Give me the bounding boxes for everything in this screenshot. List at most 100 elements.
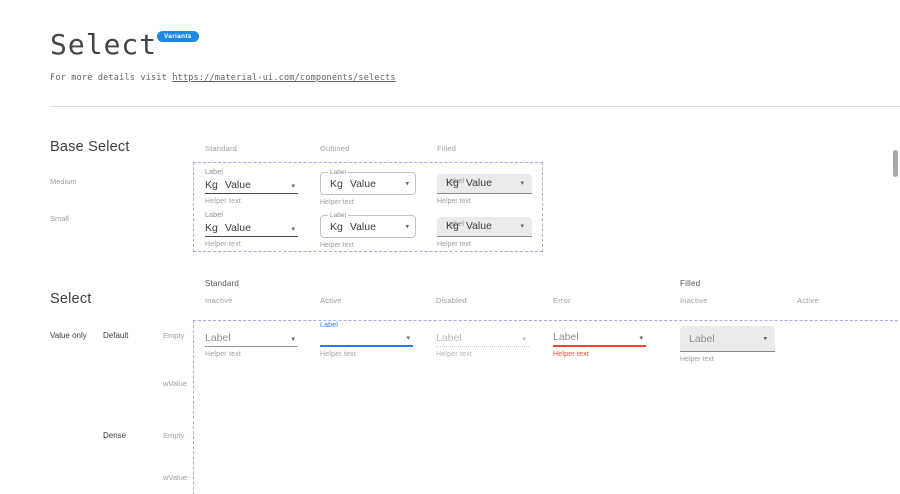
value-prefix: Kg [205,179,218,191]
value-text: Label [553,331,579,343]
row-header-small: Small [50,214,69,223]
select-field[interactable]: Label Kg Value ▾ [320,169,416,195]
select-value: Label [205,332,231,344]
dropdown-arrow-icon: ▾ [406,335,410,342]
value-text: Value [465,177,492,189]
helper-text: Helper text [205,198,242,205]
select-value: Kg Value [205,222,251,234]
select-field[interactable]: ▾ [320,331,413,347]
select-field[interactable]: Label ▾ [205,331,298,347]
dropdown-arrow-icon: ▾ [639,335,643,342]
select-field[interactable]: Label Kg Value ▾ [320,212,416,238]
select-value: Kg Value [446,220,492,232]
row-header-empty-1: Empty [163,331,185,340]
base-select-heading: Base Select [50,139,130,155]
helper-text: Helper text [553,351,590,358]
select-label: Label [446,221,465,228]
helper-text: Helper text [680,356,714,363]
select-label: Label [320,322,339,329]
select-cell: Label ▾ Helper text [205,321,298,358]
select-cell: Label Kg Value ▾ Helper text [205,168,298,205]
header-divider [50,106,900,107]
select-cell: Label ▾ Helper text [436,321,529,358]
page-title: Select [50,28,158,61]
value-prefix: Kg [446,220,459,232]
row-header-wvalue-1: wValue [163,379,188,388]
value-prefix: Kg [330,177,343,190]
value-text: Value [349,220,376,233]
select-field[interactable]: Label Kg Value ▾ [437,174,532,194]
select-field[interactable]: Kg Value ▾ [205,221,298,237]
dropdown-arrow-icon: ▾ [291,336,295,343]
dropdown-arrow-icon: ▾ [291,226,295,233]
select-cell: Label Kg Value ▾ Helper text [437,168,532,208]
select-cell: Label Kg Value ▾ Helper text [320,168,416,210]
helper-text: Helper text [320,351,357,358]
value-text: Label [436,332,462,344]
select-field[interactable]: Label ▾ [436,331,529,347]
value-prefix: Kg [446,177,459,189]
select-label: Label [446,178,465,185]
value-text: Label [205,332,231,344]
select-field[interactable]: Label Kg Value ▾ [437,217,532,237]
select-value: Kg Value [330,221,376,233]
dropdown-arrow-icon: ▾ [405,223,409,230]
select-cell: Label Kg Value ▾ Helper text [437,211,532,251]
column-header-active: Active [320,296,342,305]
value-text: Value [349,177,376,190]
select-cell: Label Kg Value ▾ Helper text [205,211,298,248]
dropdown-arrow-icon: ▾ [763,335,767,342]
select-value: Kg Value [330,178,376,190]
select-value: Kg Value [205,179,251,191]
helper-text: Helper text [205,241,242,248]
column-header-filled: Filled [437,144,457,153]
column-header-error: Error [553,296,571,305]
select-label: Label [205,212,224,219]
select-field[interactable]: Kg Value ▾ [205,178,298,194]
select-value: Label [553,331,579,343]
select-field[interactable]: Label ▾ [553,331,646,347]
select-cell: Label ▾ Helper text [680,321,775,366]
select-cell: Label ▾ Helper text [320,321,413,358]
select-label: Label [328,169,348,177]
select-component-frame [193,320,900,494]
variants-badge: Variants [157,31,199,42]
helper-text: Helper text [320,242,354,249]
dropdown-arrow-icon: ▾ [522,336,526,343]
select-field[interactable]: Label ▾ [680,326,775,352]
row-header-value-only: Value only [50,331,87,340]
row-header-medium: Medium [50,177,77,186]
select-value: Label [689,333,715,345]
dropdown-arrow-icon: ▾ [405,180,409,187]
column-header-inactive: Inactive [205,296,233,305]
select-label: Label [205,169,224,176]
helper-text: Helper text [320,199,354,206]
column-header-standard: Standard [205,144,238,153]
group-header-standard: Standard [205,279,240,288]
vertical-scrollbar-thumb[interactable] [893,150,898,177]
row-header-default: Default [103,331,129,340]
value-text: Value [224,222,251,234]
dropdown-arrow-icon: ▾ [291,183,295,190]
select-value: Kg Value [446,177,492,189]
base-select-component-frame [193,162,543,252]
select-label: Label [328,212,348,220]
row-header-empty-2: Empty [163,431,185,440]
dropdown-arrow-icon: ▾ [520,223,524,230]
helper-text: Helper text [437,241,471,248]
row-header-wvalue-2: wValue [163,473,188,482]
value-text: Value [465,220,492,232]
select-cell: Label Kg Value ▾ Helper text [320,211,416,253]
select-heading: Select [50,291,92,307]
subtitle-text: For more details visit [50,73,173,83]
value-prefix: Kg [205,222,218,234]
column-header-disabled: Disabled [436,296,467,305]
subtitle-link[interactable]: https://material-ui.com/components/selec… [172,73,396,83]
helper-text: Helper text [436,351,473,358]
select-value: Label [436,332,462,344]
helper-text: Helper text [205,351,242,358]
helper-text: Helper text [437,198,471,205]
group-header-filled: Filled [680,279,701,288]
value-prefix: Kg [330,220,343,233]
